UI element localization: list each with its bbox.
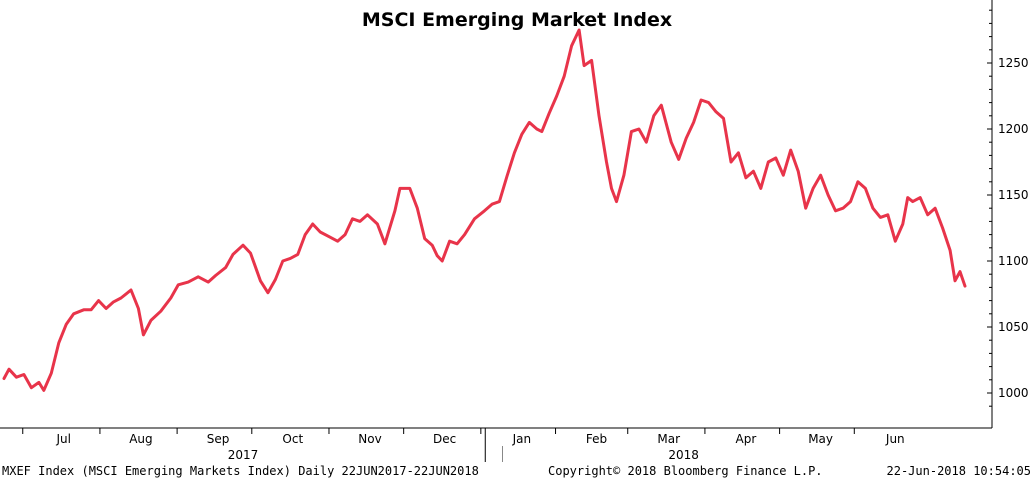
x-year-label: 2018: [668, 448, 699, 462]
x-month-label: Feb: [586, 432, 607, 446]
y-axis-ticks: 1000 1050 1100 1150 1200 1250: [987, 9, 1029, 407]
footer-timestamp: 22-Jun-2018 10:54:05: [886, 464, 1032, 478]
x-month-label: Sep: [207, 432, 230, 446]
footer-divider: [502, 446, 503, 462]
x-month-label: Jun: [885, 432, 905, 446]
y-tick-label: 1050: [998, 320, 1029, 334]
x-month-label: Mar: [657, 432, 680, 446]
y-tick-label: 1100: [998, 254, 1029, 268]
x-month-label: Oct: [282, 432, 303, 446]
x-month-label: Jul: [56, 432, 71, 446]
y-tick-label: 1200: [998, 122, 1029, 136]
x-month-label: Aug: [129, 432, 152, 446]
y-tick-label: 1150: [998, 188, 1029, 202]
footer-security-info: MXEF Index (MSCI Emerging Markets Index)…: [2, 464, 479, 478]
x-month-label: Apr: [736, 432, 757, 446]
footer-copyright: Copyright© 2018 Bloomberg Finance L.P.: [548, 464, 823, 478]
series-line: [2, 28, 967, 392]
x-month-label: Jan: [512, 432, 532, 446]
chart-title: MSCI Emerging Market Index: [362, 9, 672, 31]
x-month-label: May: [808, 432, 833, 446]
x-month-label: Nov: [358, 432, 381, 446]
x-month-label: Dec: [433, 432, 456, 446]
x-year-label: 2017: [228, 448, 259, 462]
series-layer: [2, 28, 967, 392]
x-axis-ticks: JunJulAugSepOctNovDecJanFebMarAprMayJun2…: [22, 428, 905, 462]
y-tick-label: 1000: [998, 386, 1029, 400]
y-tick-label: 1250: [998, 56, 1029, 70]
